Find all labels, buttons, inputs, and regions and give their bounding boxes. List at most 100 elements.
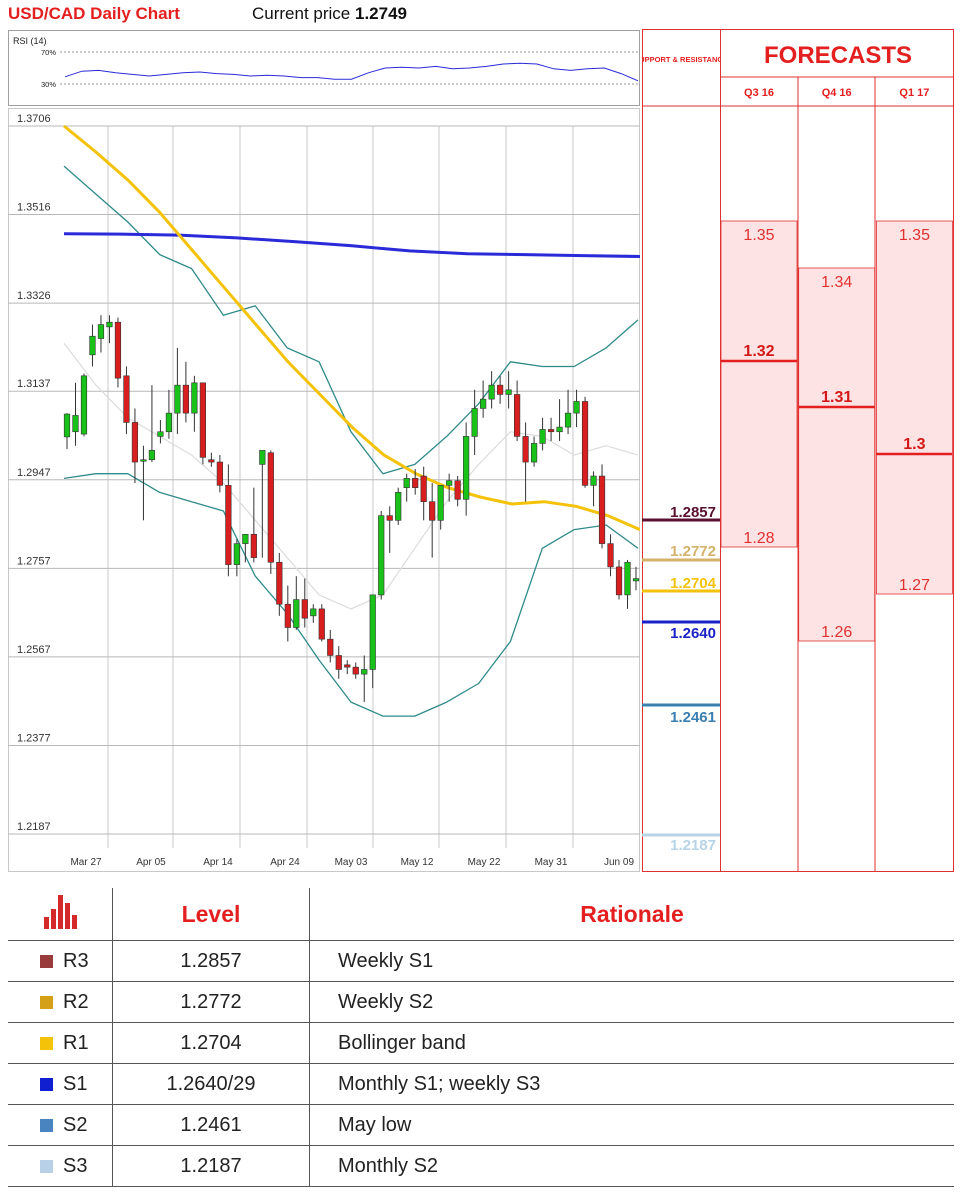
table-row: R3 1.2857 Weekly S1	[8, 940, 954, 982]
level-value: 1.2857	[112, 940, 310, 982]
candle-bearish	[412, 478, 419, 488]
candle-bullish	[89, 335, 96, 356]
table-icon-cell	[8, 888, 113, 941]
candle-bullish	[72, 415, 79, 433]
current-price-value: 1.2749	[355, 4, 407, 23]
forecast-quarter-label: Q3 16	[744, 87, 774, 99]
candle-bullish	[80, 375, 88, 435]
candle-bullish	[590, 475, 597, 486]
sr-level-value: 1.2772	[670, 543, 716, 560]
rsi-level-label: 30%	[41, 80, 56, 89]
candle-bearish	[514, 394, 521, 437]
level-rationale: Weekly S1	[338, 949, 434, 972]
candle-bearish	[344, 664, 351, 668]
forecast-mid: 1.32	[743, 343, 774, 360]
level-name-cell: R3	[8, 940, 113, 982]
current-price: Current price 1.2749	[252, 4, 407, 24]
rsi-line	[64, 62, 639, 82]
forecast-low: 1.26	[821, 624, 852, 641]
forecast-low: 1.28	[743, 530, 774, 547]
forecasts-title: FORECASTS	[764, 42, 912, 69]
candle-bearish	[250, 534, 257, 558]
candle-bearish	[598, 475, 606, 544]
candle-bullish	[539, 429, 546, 444]
candle-bullish	[174, 384, 181, 414]
y-tick-label: 1.3706	[17, 113, 51, 125]
candle-bearish	[607, 543, 614, 568]
y-tick-label: 1.3326	[17, 290, 51, 302]
forecast-range-box	[875, 220, 953, 595]
candle-bearish	[131, 422, 139, 463]
candle-bullish	[242, 534, 249, 544]
candle-bullish	[632, 578, 640, 582]
candle-bearish	[276, 561, 283, 605]
x-tick-label: May 03	[335, 857, 368, 868]
candle-bullish	[573, 401, 580, 414]
candle-bearish	[420, 475, 427, 502]
candle-bearish	[429, 501, 436, 521]
candle-bullish	[106, 321, 113, 328]
level-color-swatch	[40, 1077, 53, 1091]
candle-bullish	[369, 594, 376, 670]
sr-level-value: 1.2640	[670, 625, 716, 642]
candle-bullish	[259, 450, 266, 465]
forecast-high: 1.35	[899, 227, 930, 244]
rsi-panel: RSI (14) 70% 30%	[8, 30, 640, 106]
table-row: S1 1.2640/29 Monthly S1; weekly S3	[8, 1063, 954, 1105]
forecast-high: 1.34	[821, 274, 852, 291]
candle-bullish	[310, 608, 317, 617]
level-rationale: Monthly S1; weekly S3	[338, 1072, 541, 1095]
candle-bullish	[446, 480, 453, 486]
level-name: R3	[63, 949, 89, 972]
candle-bearish	[386, 515, 393, 521]
candle-bearish	[301, 599, 308, 619]
y-tick-label: 1.3516	[17, 202, 51, 214]
level-name: R1	[63, 1031, 89, 1054]
level-value: 1.2772	[112, 981, 310, 1023]
candle-bearish	[335, 655, 342, 670]
sr-level-value: 1.2187	[670, 837, 716, 854]
level-header: Level	[112, 888, 310, 941]
level-value: 1.2187	[112, 1145, 310, 1187]
candle-bullish	[463, 436, 470, 500]
level-color-swatch	[40, 1118, 53, 1132]
table-row: R1 1.2704 Bollinger band	[8, 1022, 954, 1064]
candle-bullish	[624, 561, 631, 596]
candle-bullish	[191, 382, 198, 414]
candle-bearish	[615, 566, 623, 596]
candle-bullish	[403, 478, 410, 488]
x-tick-label: Apr 05	[136, 857, 166, 868]
table-row: R2 1.2772 Weekly S2	[8, 981, 954, 1023]
level-value: 1.2461	[112, 1104, 310, 1146]
level-name-cell: R1	[8, 1022, 113, 1064]
candle-bullish	[395, 492, 402, 521]
sr-level-value: 1.2461	[670, 709, 716, 726]
y-tick-label: 1.2187	[17, 821, 51, 833]
forecast-mid: 1.31	[821, 389, 852, 406]
candle-bearish	[352, 666, 359, 675]
candle-bullish	[361, 669, 368, 675]
table-row: S2 1.2461 May low	[8, 1104, 954, 1146]
sr-frame	[642, 29, 721, 872]
level-value: 1.2640/29	[112, 1063, 310, 1105]
y-tick-label: 1.2377	[17, 732, 51, 744]
candle-bearish	[581, 401, 589, 486]
candle-bullish	[505, 389, 512, 395]
rationale-header: Rationale	[309, 888, 954, 941]
candle-bearish	[318, 608, 325, 640]
candle-bullish	[165, 412, 173, 433]
support-resistance-panel: SUPPORT & RESISTANCE 1.2857 1.2772 1.2704 1.…	[642, 29, 722, 872]
y-tick-label: 1.2567	[17, 644, 51, 656]
level-name-cell: R2	[8, 981, 113, 1023]
bollinger-lower-band	[63, 473, 639, 717]
level-name: R2	[63, 990, 89, 1013]
y-tick-label: 1.2947	[17, 467, 51, 479]
x-tick-label: May 12	[401, 857, 434, 868]
sr-header: SUPPORT & RESISTANCE	[642, 55, 722, 64]
level-name-cell: S2	[8, 1104, 113, 1146]
candle-bearish	[284, 603, 291, 628]
x-tick-label: Jun 09	[604, 857, 634, 868]
candle-bearish	[225, 485, 232, 565]
level-color-swatch	[40, 995, 53, 1009]
level-name: S3	[63, 1154, 88, 1177]
